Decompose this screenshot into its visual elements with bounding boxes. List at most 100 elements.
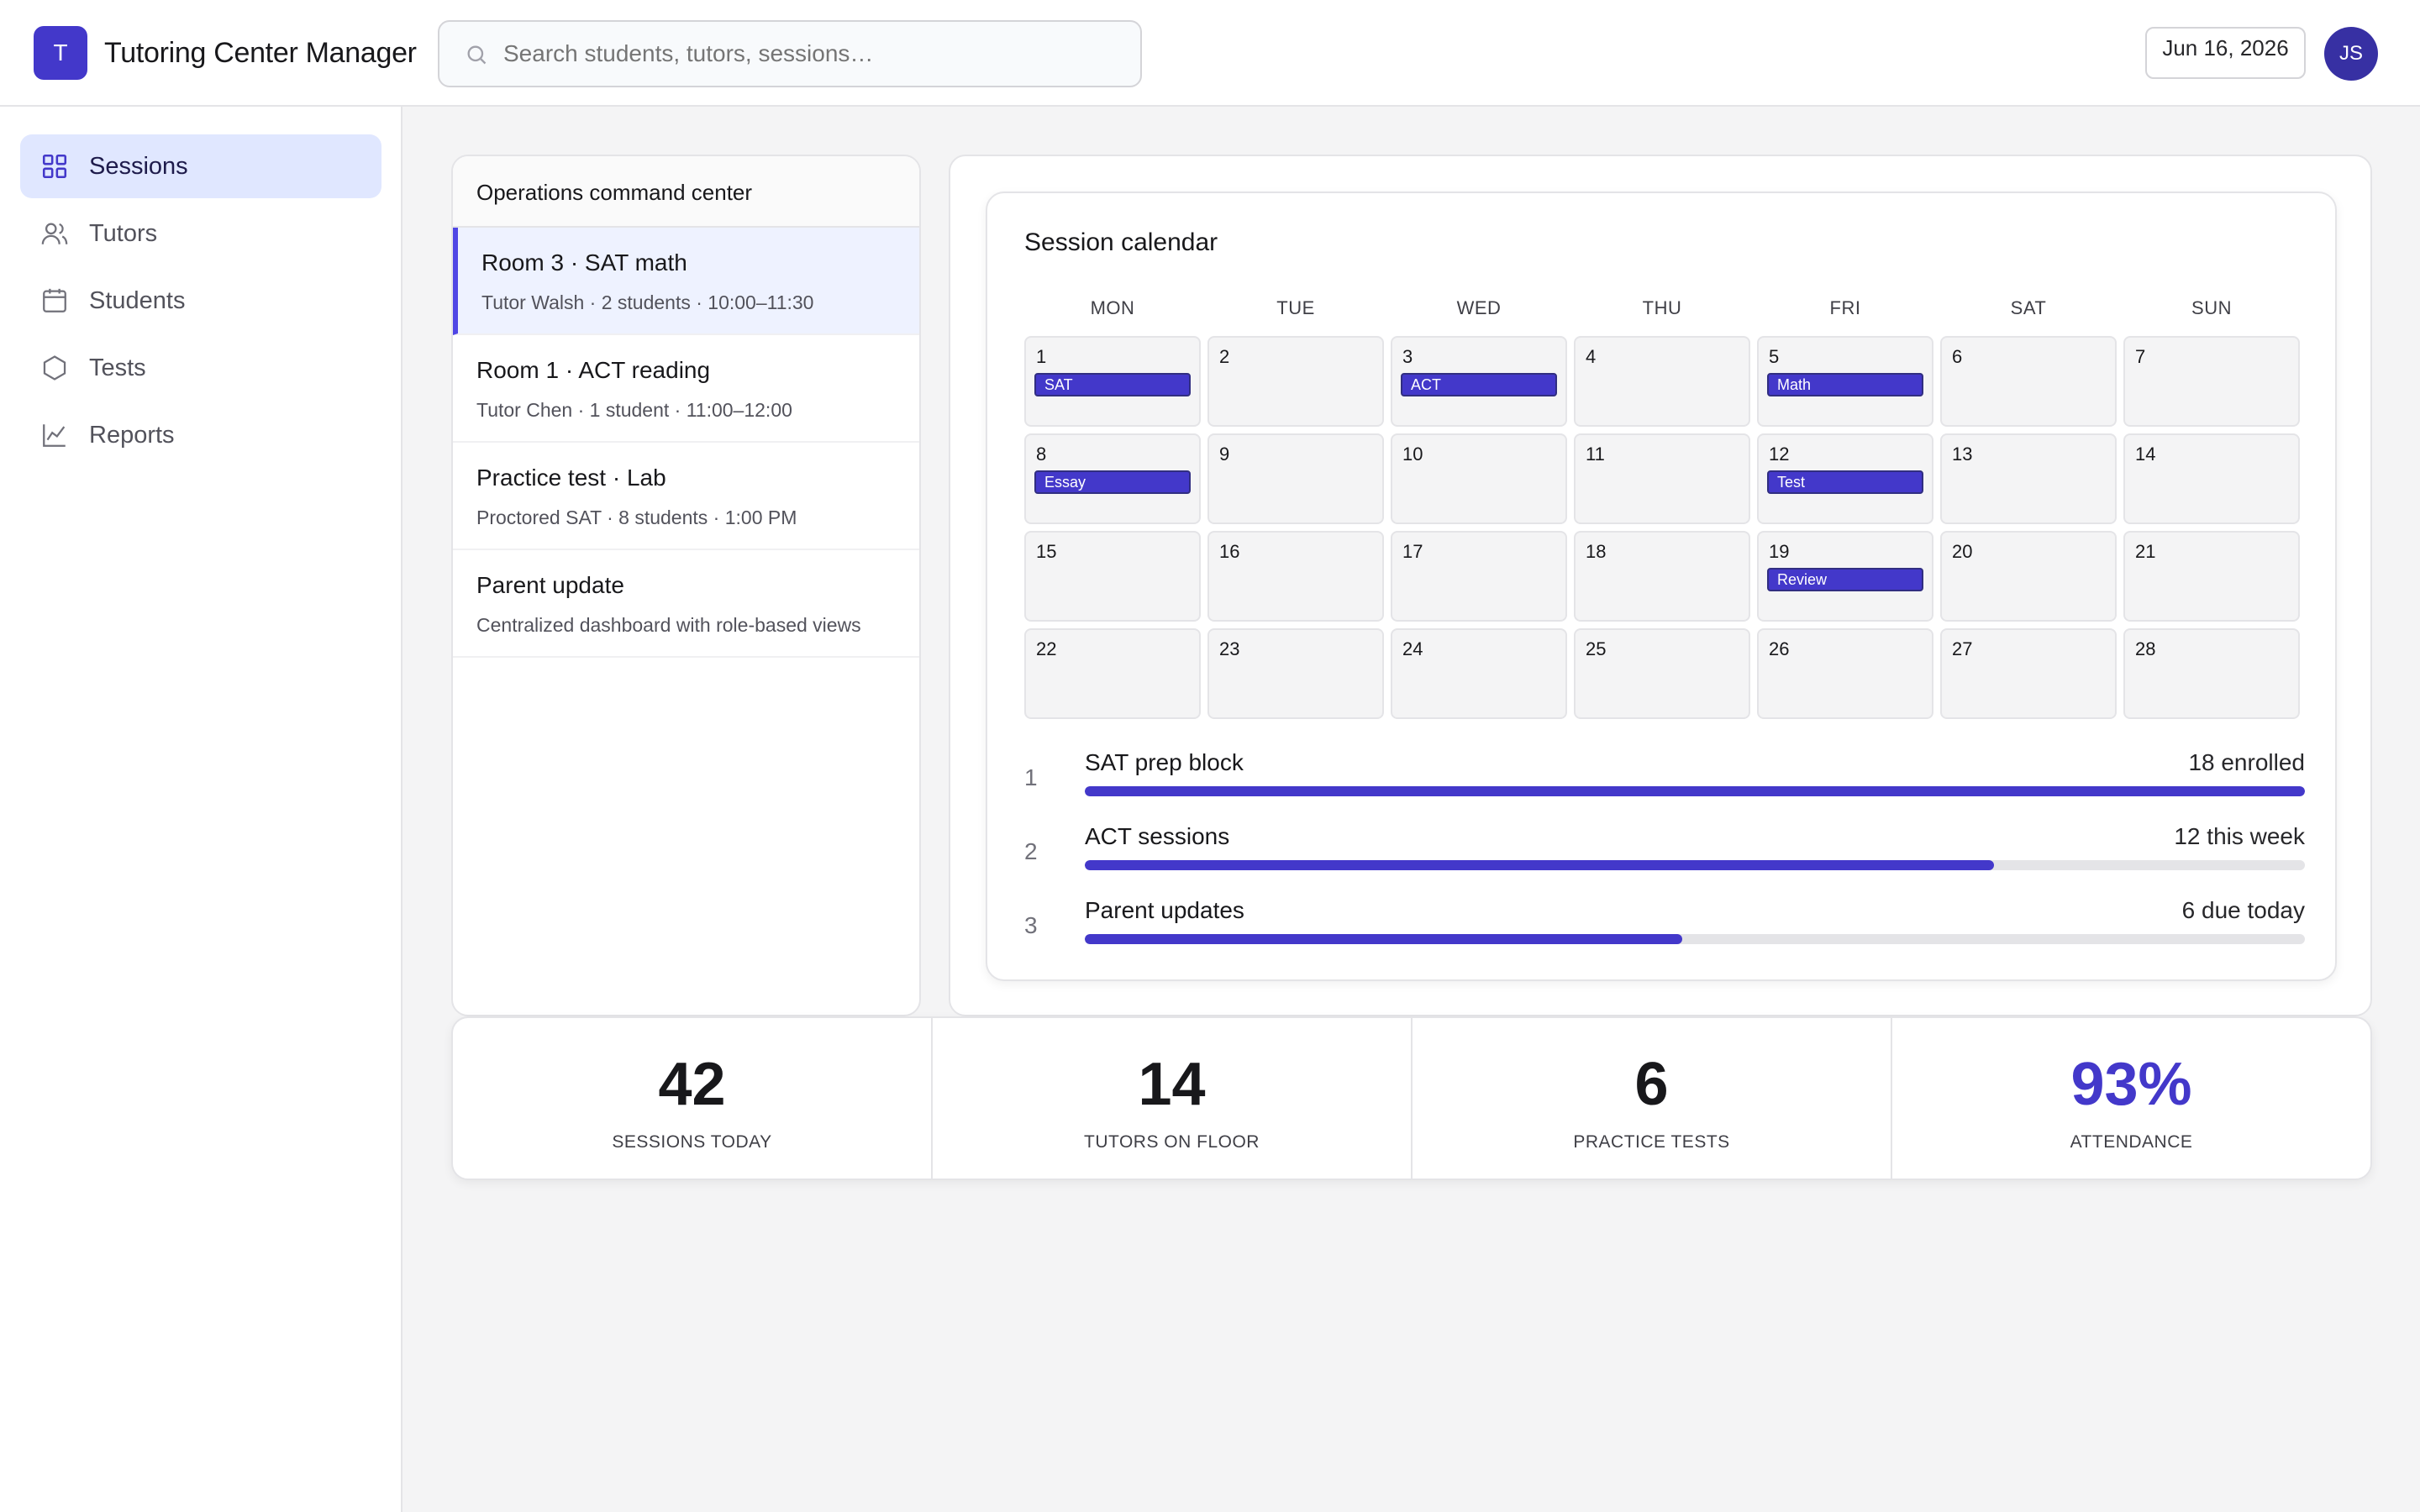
- calendar-day-number: 23: [1219, 638, 1240, 659]
- stat-label: PRACTICE TESTS: [1573, 1132, 1730, 1152]
- calendar-day-cell[interactable]: 23: [1207, 628, 1384, 719]
- calendar-day-cell[interactable]: 21: [2123, 531, 2300, 622]
- calendar-icon: [43, 288, 66, 312]
- calendar-day-number: 1: [1036, 346, 1047, 367]
- sidebar-item-label: Reports: [89, 421, 175, 449]
- calendar-day-number: 6: [1952, 346, 1963, 367]
- calendar-day-cell[interactable]: 3 ACT: [1391, 336, 1567, 427]
- calendar-day-cell[interactable]: 6: [1940, 336, 2117, 427]
- progress-track: [1085, 934, 2305, 944]
- calendar-day-cell[interactable]: 24: [1391, 628, 1567, 719]
- progress-fill: [1085, 934, 1683, 944]
- calendar-day-cell[interactable]: 27: [1940, 628, 2117, 719]
- sidebar-item-students[interactable]: Students: [20, 269, 381, 333]
- calendar-day-cell[interactable]: 11: [1574, 433, 1750, 524]
- calendar-event-tag[interactable]: SAT: [1034, 373, 1191, 396]
- stat-value: 93%: [2070, 1051, 2192, 1118]
- calendar-day-cell[interactable]: 5 Math: [1757, 336, 1933, 427]
- progress-row: 1 SAT prep block 18 enrolled: [1024, 749, 2305, 816]
- progress-index: 1: [1024, 764, 1038, 790]
- progress-track: [1085, 786, 2305, 796]
- calendar-day-cell[interactable]: 12 Test: [1757, 433, 1933, 524]
- weekday-header: TUE: [1276, 297, 1315, 318]
- app-title: Tutoring Center Manager: [104, 37, 417, 69]
- calendar-day-number: 11: [1586, 444, 1605, 465]
- calendar-day-number: 7: [2135, 346, 2146, 367]
- progress-row: 3 Parent updates 6 due today: [1024, 897, 2305, 964]
- list-item-subtitle: Centralized dashboard with role-based vi…: [476, 614, 861, 636]
- calendar-day-number: 10: [1402, 444, 1423, 465]
- sidebar-item-label: Sessions: [89, 152, 188, 180]
- stat-card: 6 PRACTICE TESTS: [1413, 1018, 1892, 1179]
- calendar-day-cell[interactable]: 19 Review: [1757, 531, 1933, 622]
- weekday-header: FRI: [1829, 297, 1861, 318]
- calendar-day-cell[interactable]: 1 SAT: [1024, 336, 1201, 427]
- list-item[interactable]: Room 3 · SAT math Tutor Walsh · 2 studen…: [453, 228, 919, 335]
- calendar-event-tag[interactable]: ACT: [1401, 373, 1557, 396]
- calendar-day-cell[interactable]: 28: [2123, 628, 2300, 719]
- calendar-day-cell[interactable]: 16: [1207, 531, 1384, 622]
- calendar-day-cell[interactable]: 26: [1757, 628, 1933, 719]
- search-box[interactable]: [438, 20, 1142, 87]
- list-item-subtitle: Tutor Walsh · 2 students · 10:00–11:30: [481, 291, 814, 313]
- weekday-header: SAT: [2010, 297, 2047, 318]
- sidebar-item-reports[interactable]: Reports: [20, 403, 381, 467]
- sidebar-item-sessions[interactable]: Sessions: [20, 134, 381, 198]
- user-avatar[interactable]: JS: [2324, 27, 2378, 81]
- calendar-day-cell[interactable]: 7: [2123, 336, 2300, 427]
- progress-label: ACT sessions: [1085, 823, 1230, 849]
- app-logo[interactable]: T: [34, 26, 87, 80]
- calendar-day-cell[interactable]: 2: [1207, 336, 1384, 427]
- stat-card: 93% ATTENDANCE: [1892, 1018, 2370, 1179]
- calendar-day-cell[interactable]: 17: [1391, 531, 1567, 622]
- hexagon-icon: [43, 355, 66, 381]
- calendar-day-cell[interactable]: 8 Essay: [1024, 433, 1201, 524]
- sidebar-item-tutors[interactable]: Tutors: [20, 202, 381, 265]
- calendar-day-cell[interactable]: 18: [1574, 531, 1750, 622]
- calendar-day-cell[interactable]: 22: [1024, 628, 1201, 719]
- stat-label: SESSIONS TODAY: [612, 1132, 772, 1152]
- calendar-day-cell[interactable]: 10: [1391, 433, 1567, 524]
- calendar-day-cell[interactable]: 20: [1940, 531, 2117, 622]
- calendar-day-number: 27: [1952, 638, 1973, 659]
- weekday-header: SUN: [2191, 297, 2232, 318]
- calendar-day-number: 8: [1036, 444, 1047, 465]
- progress-track: [1085, 860, 2305, 870]
- stat-label: ATTENDANCE: [2070, 1132, 2193, 1152]
- list-item-title: Parent update: [476, 572, 624, 598]
- calendar-day-cell[interactable]: 13: [1940, 433, 2117, 524]
- calendar-day-number: 12: [1769, 444, 1790, 465]
- date-picker-button[interactable]: Jun 16, 2026: [2145, 27, 2306, 79]
- list-item[interactable]: Practice test · Lab Proctored SAT · 8 st…: [453, 443, 919, 550]
- calendar-day-cell[interactable]: 9: [1207, 433, 1384, 524]
- stats-bar: 42 SESSIONS TODAY 14 TUTORS ON FLOOR 6 P…: [451, 1016, 2372, 1180]
- list-item[interactable]: Room 1 · ACT reading Tutor Chen · 1 stud…: [453, 335, 919, 443]
- weekday-header: MON: [1090, 297, 1135, 318]
- list-item[interactable]: Parent update Centralized dashboard with…: [453, 550, 919, 658]
- list-item-subtitle: Proctored SAT · 8 students · 1:00 PM: [476, 507, 797, 528]
- sidebar-item-label: Students: [89, 286, 186, 314]
- calendar-event-tag[interactable]: Essay: [1034, 470, 1191, 494]
- calendar-day-cell[interactable]: 15: [1024, 531, 1201, 622]
- calendar-event-tag[interactable]: Review: [1767, 568, 1923, 591]
- calendar-event-tag[interactable]: Math: [1767, 373, 1923, 396]
- calendar-day-number: 28: [2135, 638, 2156, 659]
- search-input[interactable]: [503, 40, 1140, 67]
- calendar-day-number: 2: [1219, 346, 1230, 367]
- calendar-day-cell[interactable]: 4: [1574, 336, 1750, 427]
- calendar-day-cell[interactable]: 25: [1574, 628, 1750, 719]
- stat-value: 42: [658, 1051, 726, 1118]
- sidebar-item-tests[interactable]: Tests: [20, 336, 381, 400]
- progress-index: 3: [1024, 912, 1038, 938]
- calendar-day-cell[interactable]: 14: [2123, 433, 2300, 524]
- progress-value: 6 due today: [2181, 897, 2305, 923]
- list-item-title: Room 3 · SAT math: [481, 249, 687, 276]
- calendar-day-number: 13: [1952, 444, 1973, 465]
- users-icon: [41, 223, 68, 244]
- calendar-title: Session calendar: [1024, 228, 1218, 256]
- operations-panel-title: Operations command center: [453, 156, 919, 228]
- calendar-day-number: 24: [1402, 638, 1423, 659]
- progress-label: SAT prep block: [1085, 749, 1244, 775]
- calendar-card: Session calendar MON TUE WED THU FRI SAT SUN 1 S…: [986, 192, 2337, 981]
- calendar-event-tag[interactable]: Test: [1767, 470, 1923, 494]
